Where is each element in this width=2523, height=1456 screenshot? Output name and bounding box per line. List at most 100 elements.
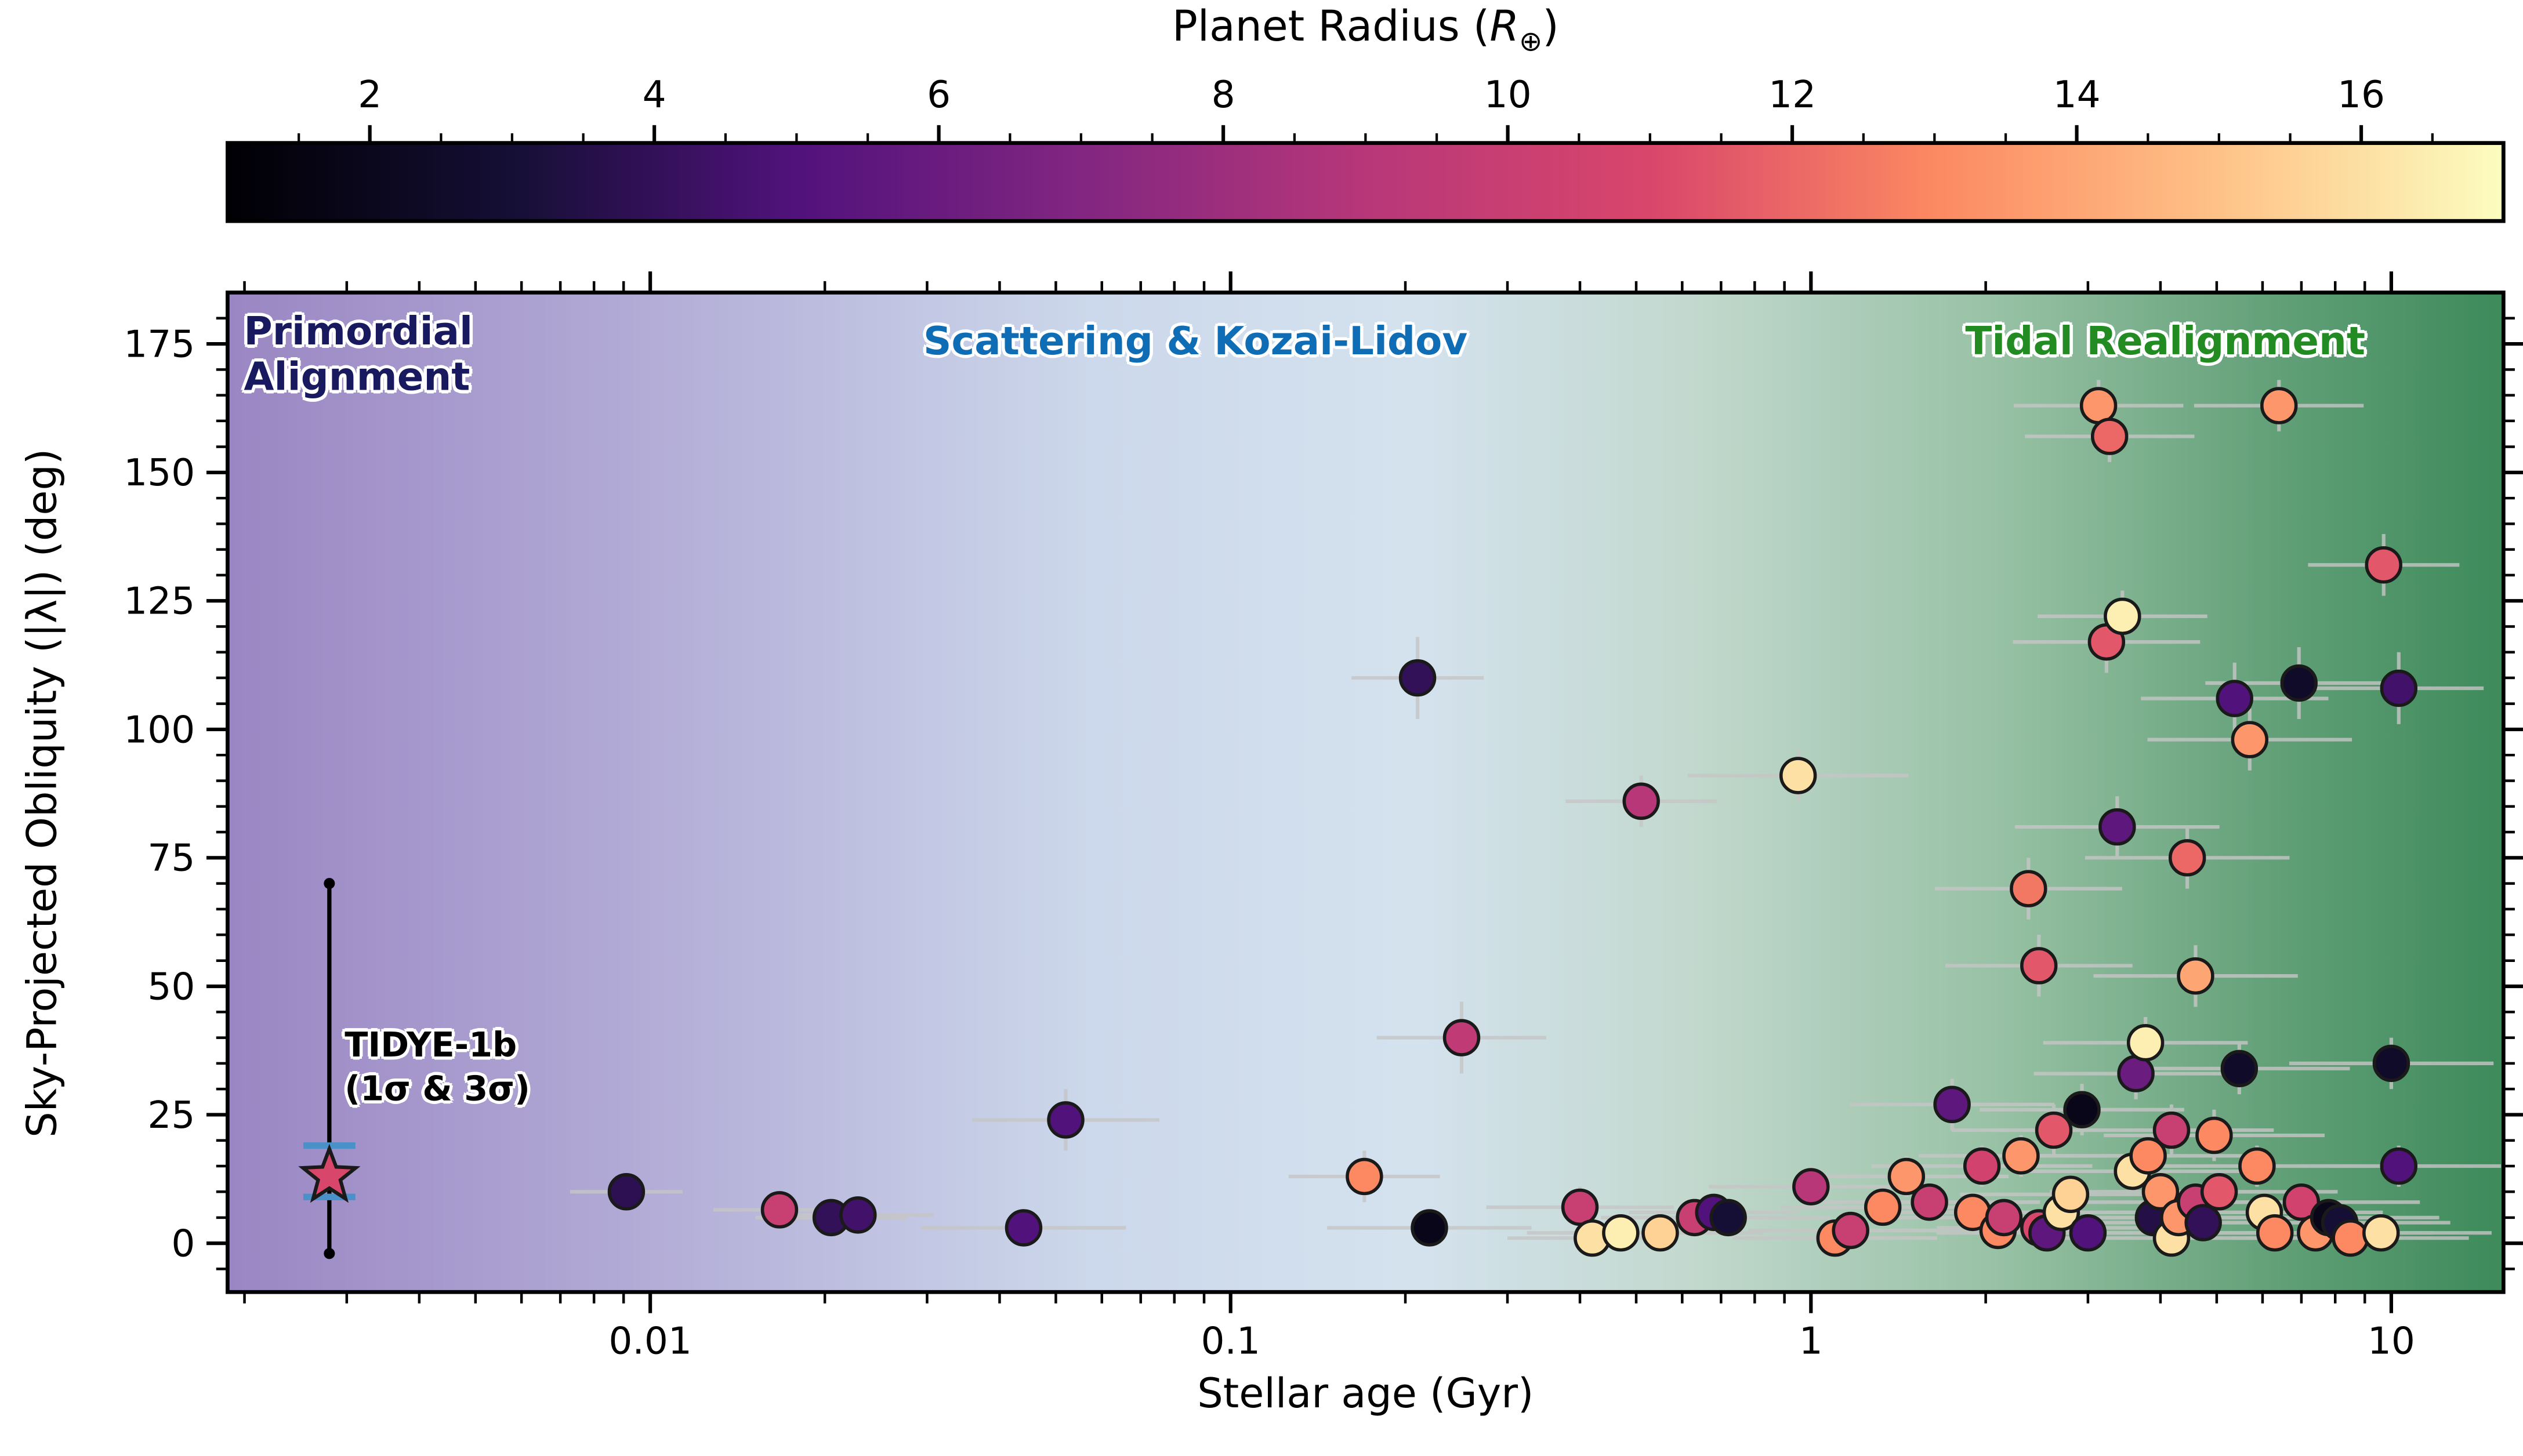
annotation-primordial-alignment: Primordial Alignment (244, 308, 473, 401)
svg-text:10: 10 (1484, 73, 1532, 117)
scatter-point (2002, 1137, 2040, 1175)
scatter-point (2090, 417, 2129, 455)
scatter-point (1622, 782, 1660, 820)
scatter-point (2079, 387, 2118, 424)
scatter-point (2051, 1175, 2090, 1214)
scatter-point (839, 1196, 877, 1234)
scatter-point (2117, 1055, 2155, 1092)
svg-text:4: 4 (643, 73, 666, 117)
colorbar-tick-labels: 2 4 6 8 10 12 14 16 (358, 73, 2385, 117)
scatter-point (2260, 387, 2298, 424)
colorbar-title: Planet Radius (R⊕) (227, 3, 2503, 59)
svg-text:8: 8 (1212, 73, 1235, 117)
colorbar-gradient (227, 143, 2504, 222)
scatter-point (2365, 546, 2402, 584)
scatter-point (2168, 839, 2206, 877)
svg-text:6: 6 (927, 73, 951, 117)
svg-text:50: 50 (147, 965, 195, 1008)
scatter-point (1411, 1209, 1448, 1247)
scatter-point (1911, 1183, 1948, 1221)
scatter-point (1933, 1085, 1971, 1124)
svg-text:0: 0 (171, 1222, 195, 1266)
scatter-points (607, 387, 2418, 1257)
scatter-point (1963, 1147, 2001, 1185)
scatter-point (2020, 947, 2058, 985)
x-axis-label: Stellar age (Gyr) (1197, 1370, 1534, 1418)
scatter-point (2069, 1214, 2107, 1252)
scatter-point (2098, 808, 2136, 846)
scatter-point (2372, 1044, 2410, 1083)
scatter-point (1442, 1019, 1481, 1056)
colorbar-title-post: ) (1542, 3, 1559, 52)
scatter-point (1005, 1209, 1043, 1247)
scatter-point (607, 1173, 646, 1211)
plot-border (226, 291, 2506, 1294)
annotation-tidal-realignment: Tidal Realignment (1965, 318, 2366, 364)
svg-text:12: 12 (1768, 73, 1816, 117)
annotation-scattering-kozai-lidov: Scattering & Kozai-Lidov (923, 318, 1468, 364)
scatter-point (2063, 1091, 2101, 1128)
scatter-point (2380, 1147, 2418, 1185)
svg-text:175: 175 (124, 322, 195, 366)
scatter-point (2231, 721, 2269, 758)
colorbar-title-pre: Planet Radius ( (1172, 3, 1490, 52)
svg-text:10: 10 (2368, 1320, 2415, 1363)
svg-text:16: 16 (2337, 73, 2385, 117)
scatter-point (1864, 1188, 1902, 1226)
svg-text:25: 25 (147, 1094, 195, 1137)
scatter-point (2152, 1111, 2191, 1149)
svg-text:150: 150 (124, 451, 195, 495)
scatter-point (2220, 1050, 2259, 1088)
scatter-point (2362, 1214, 2400, 1252)
y-axis-ticks (206, 317, 2523, 1270)
scatter-point (1985, 1199, 2023, 1237)
scatter-point (2216, 680, 2253, 717)
scatter-point (2256, 1214, 2294, 1252)
scatter-point (2129, 1137, 2167, 1175)
scatter-point (1602, 1214, 1640, 1252)
scatter-point (1779, 757, 1817, 794)
scatter-point (2177, 957, 2214, 995)
scatter-point (2126, 1024, 2165, 1062)
scatter-point (1887, 1157, 1926, 1196)
svg-text:1: 1 (1799, 1320, 1823, 1363)
svg-text:14: 14 (2053, 73, 2101, 117)
scatter-point (2380, 669, 2418, 707)
scatter-point (2141, 1173, 2180, 1211)
scatter-point (1641, 1214, 1679, 1252)
svg-text:100: 100 (124, 708, 195, 751)
svg-text:2: 2 (358, 73, 382, 117)
scatter-point (2200, 1173, 2238, 1211)
scatter-point (2010, 870, 2047, 907)
scatter-point (2104, 597, 2141, 636)
scatter-point (1346, 1157, 1383, 1196)
scatter-point (1561, 1188, 1599, 1226)
y-axis-tick-labels: 0 25 50 75 100 125 150 175 (124, 322, 195, 1265)
colorbar-title-subscript: ⊕ (1519, 26, 1543, 59)
scatter-point (2332, 1219, 2369, 1257)
svg-text:0.1: 0.1 (1201, 1320, 1260, 1363)
scatter-point (2280, 664, 2318, 702)
scatter-point (760, 1191, 799, 1229)
scatter-point (1047, 1101, 1085, 1139)
svg-text:75: 75 (147, 837, 195, 880)
plot-background (227, 292, 2504, 1292)
scatter-point (1792, 1168, 1830, 1206)
scatter-point (2238, 1147, 2276, 1185)
scatter-point (1398, 659, 1437, 697)
highlight-star (298, 1143, 361, 1203)
colorbar-ticks (298, 125, 2434, 143)
scatter-point (2195, 1116, 2233, 1154)
highlight-label: TIDYE-1b (1σ & 3σ) (345, 1024, 530, 1113)
scatter-point (2035, 1111, 2073, 1149)
svg-text:0.01: 0.01 (608, 1320, 692, 1363)
scatter-point (1709, 1199, 1747, 1237)
scatter-point (1832, 1211, 1869, 1250)
highlight-label-name: TIDYE-1b (345, 1025, 517, 1065)
scatter-point (2184, 1204, 2222, 1241)
svg-text:125: 125 (124, 580, 195, 623)
y-axis-label: Sky-Projected Obliquity (|λ|) (deg) (19, 448, 66, 1138)
highlight-label-sigma: (1σ & 3σ) (345, 1070, 530, 1109)
